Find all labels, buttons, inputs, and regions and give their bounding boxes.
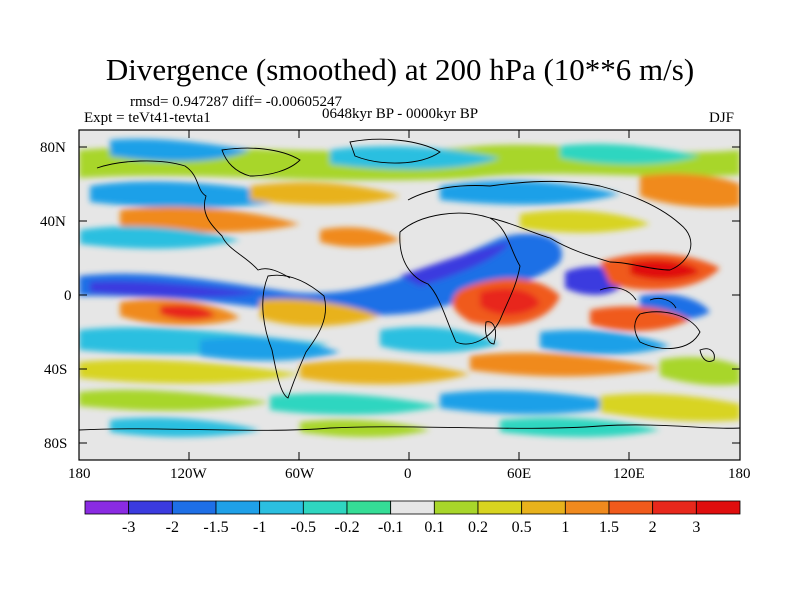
- lat-tick-label: 0: [64, 288, 72, 304]
- period-label: 0648kyr BP - 0000kyr BP: [322, 106, 479, 122]
- lat-tick-label: 80N: [40, 140, 66, 156]
- colorbar-label: -3: [121, 519, 136, 536]
- lat-tick-label: 80S: [44, 436, 68, 452]
- colorbar-box: [259, 500, 304, 515]
- colorbar-box: [608, 500, 654, 515]
- colorbar-box: [477, 500, 523, 515]
- colorbar-box: [652, 500, 697, 515]
- stats-label: rmsd= 0.947287 diff= -0.00605247: [130, 94, 343, 110]
- colorbar-label: 0.2: [468, 519, 488, 536]
- colorbar-label: -1: [252, 519, 267, 536]
- colorbar-box: [390, 500, 435, 515]
- experiment-label: Expt = teVt41-tevta1: [84, 110, 211, 126]
- lon-tick-label: 120E: [613, 466, 645, 482]
- colorbar-box: [521, 500, 566, 515]
- colorbar-box: [171, 500, 217, 515]
- lon-tick-label: 120W: [170, 466, 207, 482]
- lat-tick-label: 40S: [44, 362, 68, 378]
- colorbar-box: [128, 500, 173, 515]
- colorbar-box: [302, 500, 348, 515]
- colorbar-label: -0.2: [334, 519, 360, 536]
- colorbar-label: 3: [692, 519, 701, 536]
- colorbar-label: -0.1: [377, 519, 404, 536]
- colorbar-box: [215, 500, 261, 515]
- lat-tick-label: 40N: [40, 214, 66, 230]
- lon-tick-label: 0: [404, 466, 412, 482]
- map-frame: [78, 129, 741, 461]
- divergence-field: [79, 130, 740, 460]
- colorbar-label: -2: [165, 519, 179, 536]
- plot-title: Divergence (smoothed) at 200 hPa (10**6 …: [105, 52, 695, 87]
- season-label: DJF: [709, 110, 735, 126]
- coastlines: [79, 138, 740, 431]
- lon-tick-label: 180: [728, 466, 751, 482]
- lon-tick-label: 60E: [507, 466, 532, 482]
- colorbar-label: 1.5: [599, 519, 619, 536]
- colorbar-box: [433, 500, 479, 515]
- colorbar-label: -1.5: [203, 519, 229, 536]
- lon-tick-label: 180: [68, 466, 91, 482]
- colorbar-box: [564, 500, 610, 515]
- colorbar: [84, 500, 741, 515]
- colorbar-label: -0.5: [290, 519, 316, 536]
- colorbar-label: 0.5: [511, 519, 532, 536]
- colorbar-box: [84, 500, 130, 515]
- colorbar-box: [346, 500, 392, 515]
- colorbar-box: [695, 500, 741, 515]
- colorbar-label: 1: [561, 519, 570, 536]
- lon-tick-label: 60W: [285, 466, 315, 482]
- colorbar-label: 2: [648, 519, 657, 536]
- colorbar-label: 0.1: [424, 519, 445, 536]
